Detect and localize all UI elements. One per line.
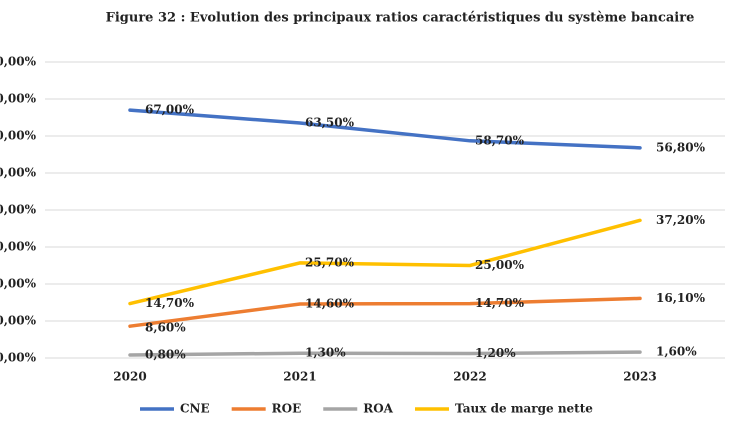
legend-label: Taux de marge nette	[455, 402, 593, 416]
y-tick-label: 40,00%	[0, 203, 37, 217]
data-label: 1,20%	[475, 346, 516, 360]
x-tick-label: 2021	[283, 370, 316, 384]
data-label: 67,00%	[145, 103, 195, 117]
y-tick-label: 70,00%	[0, 92, 37, 106]
chart-title: Figure 32 : Evolution des principaux rat…	[106, 11, 695, 26]
data-label: 37,20%	[656, 213, 706, 227]
data-label: 25,00%	[475, 258, 525, 272]
y-tick-label: 50,00%	[0, 166, 37, 180]
series-line	[128, 218, 642, 306]
series-line	[128, 108, 642, 150]
legend-label: CNE	[180, 402, 210, 416]
x-tick-label: 2022	[453, 370, 486, 384]
legend-label: ROA	[363, 402, 393, 416]
y-tick-label: 60,00%	[0, 129, 37, 143]
data-label: 25,70%	[305, 255, 355, 269]
y-tick-label: 30,00%	[0, 240, 37, 254]
legend-label: ROE	[272, 402, 302, 416]
data-label: 1,60%	[656, 345, 697, 359]
data-label: 0,80%	[145, 348, 186, 362]
data-label: 14,70%	[475, 296, 525, 310]
data-label: 16,10%	[656, 291, 706, 305]
series-line	[128, 296, 642, 328]
data-label: 63,50%	[305, 116, 355, 130]
series-line	[128, 350, 642, 357]
data-label: 14,70%	[145, 296, 195, 310]
y-tick-label: 80,00%	[0, 55, 37, 69]
x-tick-label: 2020	[113, 370, 146, 384]
y-tick-label: 10,00%	[0, 314, 37, 328]
data-label: 1,30%	[305, 346, 346, 360]
data-label: 56,80%	[656, 140, 706, 154]
x-tick-label: 2023	[623, 370, 656, 384]
y-tick-label: 0,00%	[0, 351, 37, 365]
data-label: 14,60%	[305, 296, 355, 310]
data-label: 8,60%	[145, 321, 186, 335]
y-tick-label: 20,00%	[0, 277, 37, 291]
data-label: 58,70%	[475, 133, 525, 147]
